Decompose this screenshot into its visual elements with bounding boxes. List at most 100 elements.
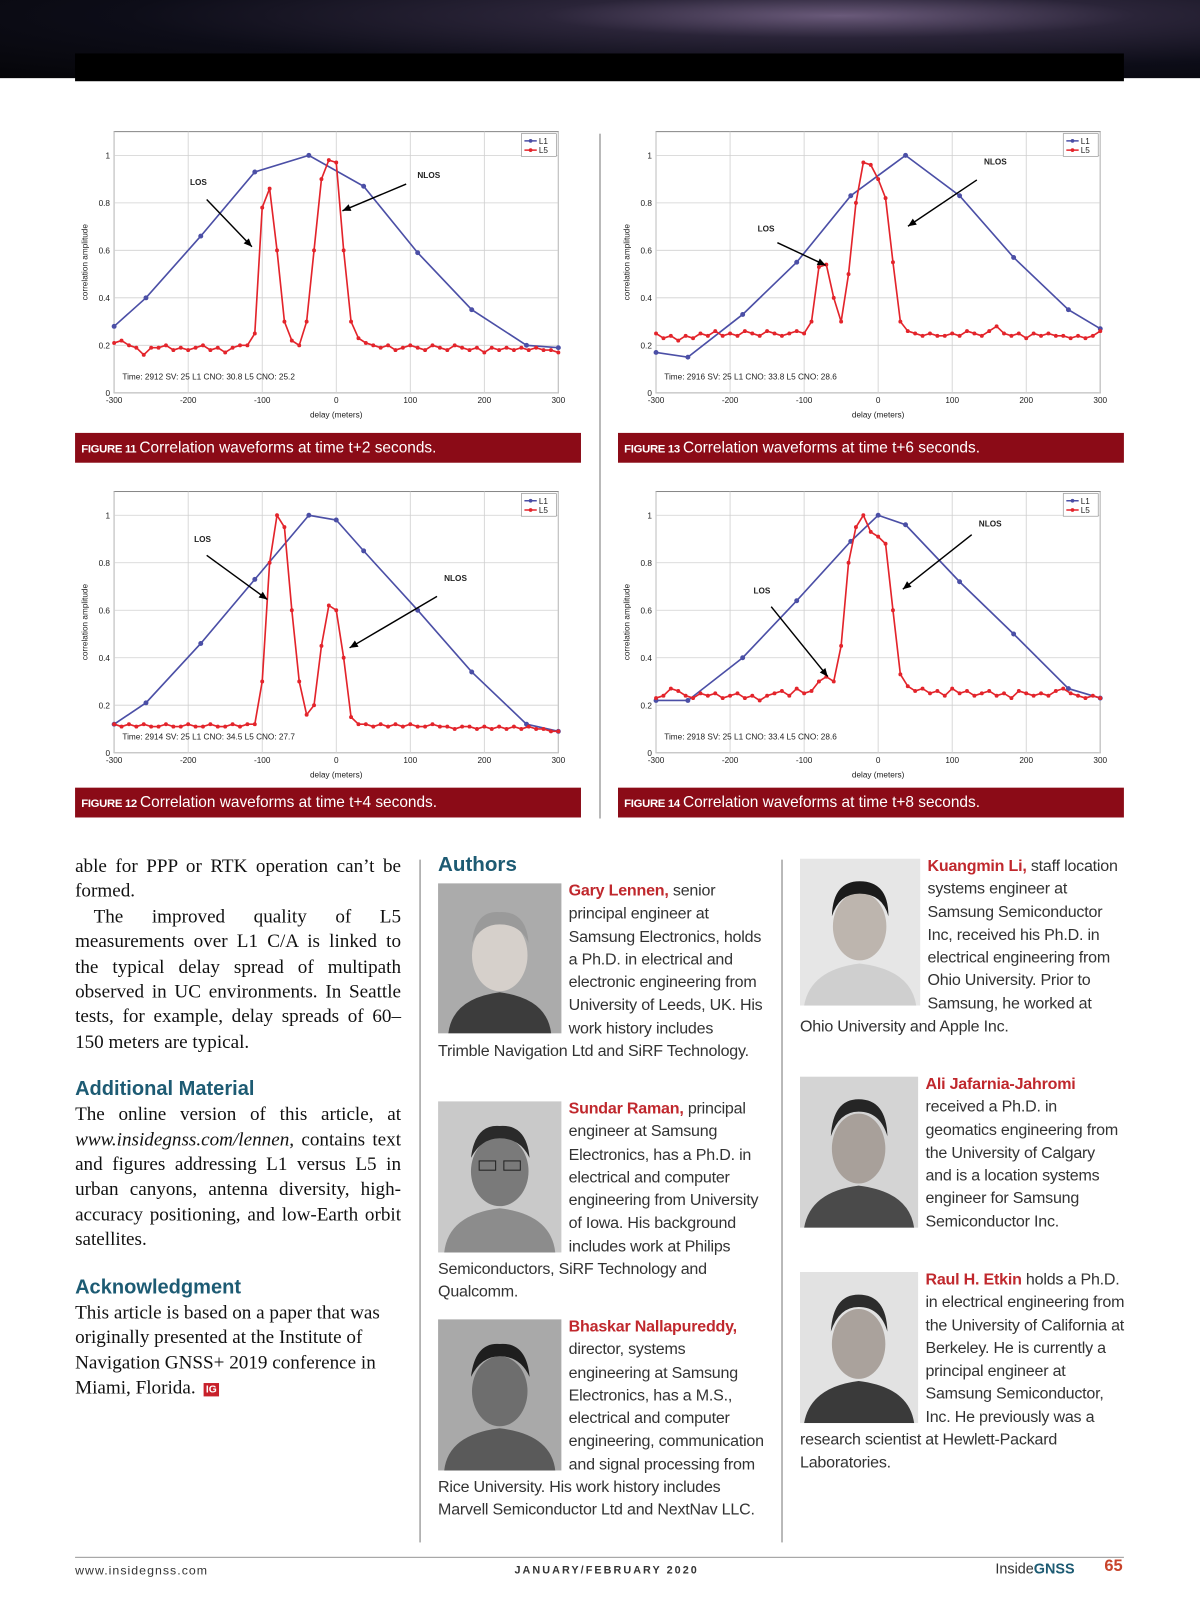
chart: 0 0.2 0.4 0.6 0.8 1 -300 -200 -100 0 100 200 300 dela… [80,491,566,779]
legend-label: L1 [539,497,549,506]
data-point [349,715,354,720]
caption-bar: FIGURE 12 Correlation waveforms at time t… [75,787,581,818]
y-tick-label: 0.8 [640,199,652,208]
footer-url: www.insidegnss.com [75,1562,209,1578]
figure-caption: Correlation waveforms at time t+8 second… [682,793,980,812]
section-heading: Additional Material [75,1077,255,1101]
data-point [891,260,895,265]
data-point [875,512,881,518]
data-point [541,348,546,353]
x-tick-label: -300 [648,396,665,405]
data-point [430,722,435,727]
annotation-arrow [349,595,438,649]
paragraph: The online version of this article, at w… [75,1103,401,1254]
text: contains text and figures addressing L1 … [75,1128,402,1251]
data-point [1083,336,1088,341]
arrow-head [243,238,252,247]
data-point [519,727,524,731]
arrow-head [816,258,826,266]
x-tick-label: -300 [106,396,123,405]
data-point [691,696,696,701]
data-point [853,525,858,530]
data-point [809,689,814,693]
data-point [534,727,539,731]
data-point [772,331,777,336]
author-name: Bhaskar Nallapureddy, [568,1318,737,1336]
x-tick-label: 0 [876,756,881,765]
data-point [1039,691,1043,696]
data-point [713,691,718,696]
data-point [208,722,213,727]
data-point [334,608,339,613]
data-point [809,319,814,324]
data-point [245,722,250,727]
y-tick-label: 1 [105,511,110,520]
header-bar [75,53,1124,82]
y-tick-label: 0 [647,749,652,758]
chart: 0 0.2 0.4 0.6 0.8 1 -300 -200 -100 0 100 200 300 dela… [622,491,1108,779]
data-point [400,345,405,350]
y-tick-label: 0.2 [640,341,652,350]
y-axis-label: correlation amplitude [80,584,89,661]
legend-marker [528,498,533,503]
legend-label: L5 [1081,506,1091,515]
author: Raul H. Etkin holds a Ph.D. in electrica… [800,1269,1125,1475]
data-point [363,722,368,727]
data-point [654,696,658,701]
legend-marker [528,148,533,152]
page-number: 65 [1104,1557,1123,1576]
data-point [482,350,487,355]
data-point [378,345,383,350]
data-point [987,329,992,334]
data-point [334,160,339,165]
data-point [423,724,428,729]
data-point [363,340,368,345]
y-axis-label: correlation amplitude [622,584,631,661]
figure-caption: Correlation waveforms at time t+2 second… [139,439,437,457]
data-point [341,248,346,253]
annotation: NLOS [979,519,1002,528]
data-point [957,579,963,585]
x-tick-label: 300 [1093,396,1107,405]
chart-note: Time: 2912 SV: 25 L1 CNO: 30.8 L5 CNO: 2… [122,373,295,382]
data-point [1024,691,1029,696]
data-point [198,233,204,239]
data-point [1076,333,1081,338]
figure: 0 0.2 0.4 0.6 0.8 1 -300 -200 -100 0 100 200 300 dela… [75,483,581,793]
y-tick-label: 0.6 [99,606,111,615]
data-point [772,691,777,696]
data-point [779,689,784,693]
author: Ali Jafarnia-Jahromi received a Ph.D. in… [800,1074,1125,1234]
data-point [474,727,479,731]
data-point [816,265,821,269]
data-point [469,669,475,675]
author-photo [438,1101,562,1253]
data-point [445,724,450,729]
author-name: Ali Jafarnia-Jahromi [925,1075,1076,1094]
data-point [400,724,405,729]
data-point [787,693,792,698]
data-point [119,338,124,343]
data-point [548,729,553,734]
data-point [230,345,235,350]
data-point [994,693,999,698]
annotation-arrow [342,183,407,212]
data-point [903,522,909,528]
y-tick-label: 0.4 [99,294,111,303]
legend-label: L1 [1081,497,1091,506]
data-point [903,152,909,158]
data-point [1098,696,1103,701]
data-point [186,722,191,727]
x-axis-label: delay (meters) [310,770,363,779]
author-photo [800,1271,919,1424]
data-point [905,329,910,334]
data-point [386,724,391,729]
data-point [861,160,866,165]
author: Kuangmin Li, staff location systems engi… [800,856,1125,1039]
data-point [156,345,161,350]
data-point [802,331,807,336]
x-tick-label: -100 [796,756,813,765]
data-point [1065,686,1071,692]
data-point [134,724,139,729]
